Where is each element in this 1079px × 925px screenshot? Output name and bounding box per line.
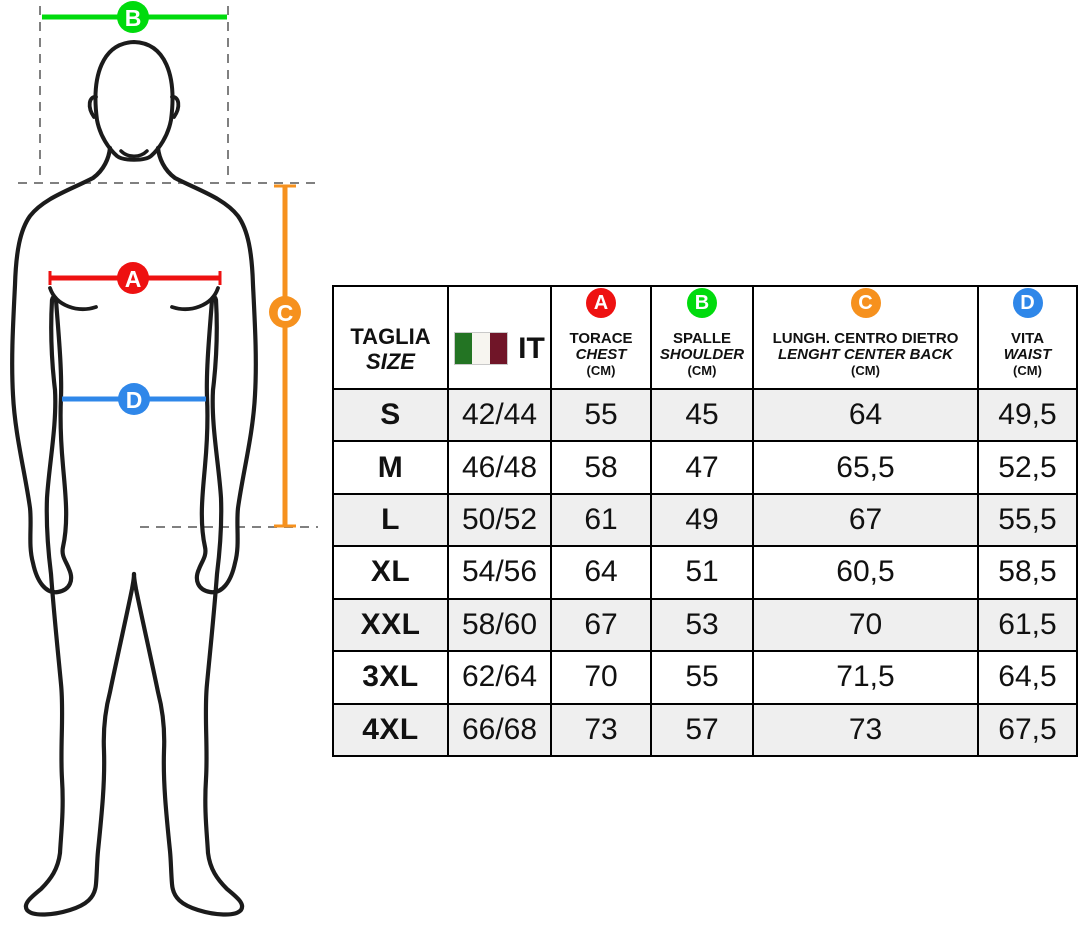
- spalle-cm-label: (CM): [687, 363, 717, 378]
- cell-waist: 49,5: [977, 387, 1078, 443]
- size-table-body: S 42/44 55 45 64 49,5 M 46/48 58 47 65,5 52,5 L 50/52…: [332, 387, 1078, 758]
- italy-flag-icon: [454, 332, 509, 365]
- cell-back: 64: [752, 387, 979, 443]
- cell-it: 58/60: [447, 597, 552, 653]
- cell-size: M: [332, 440, 449, 495]
- cell-it: 46/48: [447, 440, 552, 495]
- th-spalle: B SPALLE SHOULDER (CM): [650, 285, 754, 390]
- chest-label: CHEST: [575, 346, 627, 363]
- cell-shoulder: 57: [650, 702, 754, 758]
- cell-chest: 58: [550, 440, 652, 495]
- cell-waist: 64,5: [977, 650, 1078, 705]
- lungh-label: LUNGH. CENTRO DIETRO: [772, 330, 959, 347]
- marker-c-letter: C: [277, 300, 294, 326]
- body-outline: [10, 40, 256, 917]
- cell-waist: 61,5: [977, 597, 1078, 653]
- table-row: XXL 58/60 67 53 70 61,5: [332, 597, 1078, 653]
- taglia-label: TAGLIA: [350, 323, 431, 349]
- cell-it: 42/44: [447, 387, 552, 443]
- spalle-label: SPALLE: [672, 330, 732, 347]
- cell-chest: 61: [550, 492, 652, 548]
- table-row: L 50/52 61 49 67 55,5: [332, 492, 1078, 548]
- cell-size: 3XL: [332, 650, 449, 705]
- badge-d-icon: D: [1012, 288, 1043, 318]
- size-label: SIZE: [366, 348, 415, 374]
- cell-waist: 55,5: [977, 492, 1078, 548]
- th-it: IT: [447, 285, 552, 390]
- shoulder-label: SHOULDER: [659, 346, 745, 363]
- cell-it: 62/64: [447, 650, 552, 705]
- body-measurement-diagram: B A C D: [10, 1, 322, 925]
- marker-a-badge: [117, 262, 149, 294]
- table-row: 3XL 62/64 70 55 71,5 64,5: [332, 650, 1078, 705]
- cell-shoulder: 45: [650, 387, 754, 443]
- cell-chest: 70: [550, 650, 652, 705]
- cell-shoulder: 53: [650, 597, 754, 653]
- marker-a-letter: A: [125, 266, 142, 292]
- cell-size: L: [332, 492, 449, 548]
- th-torace: A TORACE CHEST (CM): [550, 285, 652, 390]
- flag-white-stripe: [472, 333, 490, 364]
- cell-back: 71,5: [752, 650, 979, 705]
- cell-size: XXL: [332, 597, 449, 653]
- marker-b-badge: [117, 1, 149, 33]
- body-right-half: [134, 97, 256, 915]
- badge-c-icon: C: [850, 288, 881, 318]
- flag-red-stripe: [489, 333, 508, 364]
- chest-arc: [48, 286, 98, 311]
- neck-crease: [119, 149, 149, 158]
- cell-back: 73: [752, 702, 979, 758]
- size-table-header: TAGLIA SIZE IT: [332, 285, 1078, 390]
- length-center-back-label: LENGHT CENTER BACK: [778, 346, 953, 363]
- cell-back: 60,5: [752, 545, 979, 600]
- body-left-half: [10, 95, 137, 917]
- marker-b-letter: B: [125, 5, 142, 31]
- cell-size: XL: [332, 545, 449, 600]
- cell-waist: 67,5: [977, 702, 1078, 758]
- th-vita: D VITA WAIST (CM): [977, 285, 1078, 390]
- cell-it: 50/52: [447, 492, 552, 548]
- cell-shoulder: 49: [650, 492, 754, 548]
- size-table: TAGLIA SIZE IT: [332, 285, 1078, 758]
- flag-green-stripe: [455, 333, 473, 364]
- marker-d-letter: D: [126, 387, 143, 413]
- marker-d-badge: [118, 383, 150, 415]
- table-row: S 42/44 55 45 64 49,5: [332, 387, 1078, 443]
- it-label: IT: [518, 331, 545, 365]
- cell-back: 67: [752, 492, 979, 548]
- cell-size: 4XL: [332, 702, 449, 758]
- cell-shoulder: 51: [650, 545, 754, 600]
- measure-c: [274, 184, 296, 528]
- marker-c-badge: [269, 296, 301, 328]
- cell-shoulder: 47: [650, 440, 754, 495]
- cell-chest: 67: [550, 597, 652, 653]
- th-taglia: TAGLIA SIZE: [332, 285, 449, 390]
- badge-b-icon: B: [687, 288, 717, 318]
- waist-label: WAIST: [1003, 346, 1052, 363]
- lungh-cm-label: (CM): [851, 363, 880, 378]
- table-row: 4XL 66/68 73 57 73 67,5: [332, 702, 1078, 758]
- badge-a-icon: A: [586, 288, 616, 318]
- cell-chest: 64: [550, 545, 652, 600]
- torace-cm-label: (CM): [586, 363, 616, 378]
- cell-waist: 58,5: [977, 545, 1078, 600]
- ear: [87, 95, 98, 119]
- cell-chest: 55: [550, 387, 652, 443]
- cell-shoulder: 55: [650, 650, 754, 705]
- cell-size: S: [332, 387, 449, 443]
- cell-chest: 73: [550, 702, 652, 758]
- torace-label: TORACE: [569, 330, 633, 347]
- table-row: M 46/48 58 47 65,5 52,5: [332, 440, 1078, 495]
- vita-label: VITA: [1010, 330, 1045, 347]
- table-row: XL 54/56 64 51 60,5 58,5: [332, 545, 1078, 600]
- vita-cm-label: (CM): [1013, 363, 1042, 378]
- cell-it: 66/68: [447, 702, 552, 758]
- cell-back: 65,5: [752, 440, 979, 495]
- head-outline: [93, 40, 175, 162]
- cell-back: 70: [752, 597, 979, 653]
- cell-waist: 52,5: [977, 440, 1078, 495]
- cell-it: 54/56: [447, 545, 552, 600]
- th-lungh-centro-dietro: C LUNGH. CENTRO DIETRO LENGHT CENTER BAC…: [752, 285, 979, 390]
